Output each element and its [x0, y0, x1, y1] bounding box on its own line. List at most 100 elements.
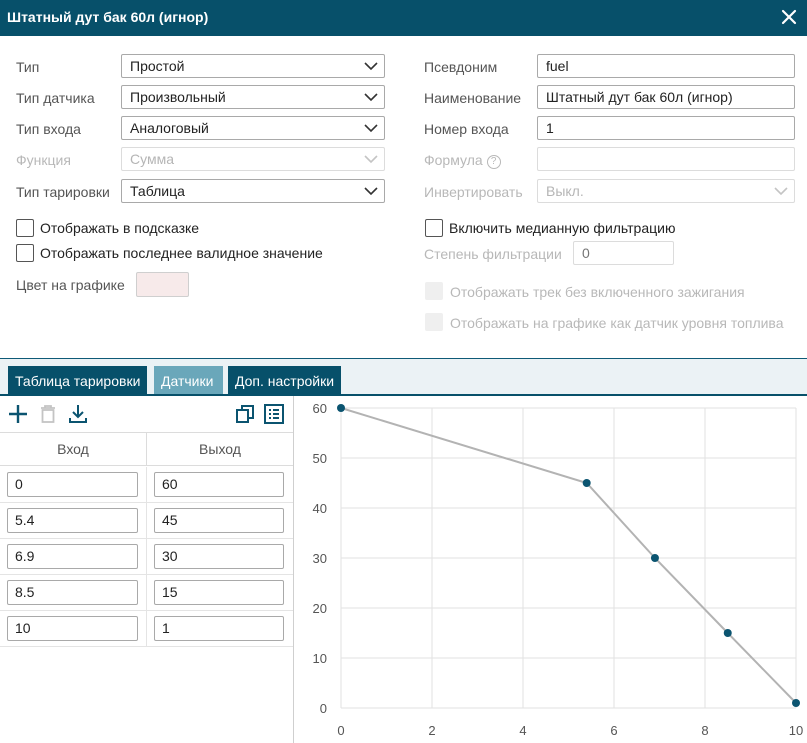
table-row: 8.5 15	[0, 575, 293, 611]
function-select: Сумма	[121, 147, 385, 171]
output-cell[interactable]: 1	[154, 616, 284, 641]
y-tick-label: 40	[313, 501, 327, 516]
column-header-output: Выход	[199, 441, 241, 457]
show-as-fuel-sensor-checkbox	[425, 313, 443, 331]
input-cell[interactable]: 0	[7, 472, 138, 497]
name-input[interactable]: Штатный дут бак 60л (игнор)	[537, 85, 795, 109]
column-separator	[146, 467, 147, 503]
calibration-chart: 0 10 20 30 40 50 60 0 2 4 6 8 10	[296, 396, 807, 743]
y-tick-label: 10	[313, 651, 327, 666]
chevron-down-icon	[364, 62, 378, 71]
input-type-label: Тип входа	[16, 121, 81, 137]
show-in-tooltip-checkbox[interactable]	[16, 219, 34, 237]
invert-label: Инвертировать	[424, 184, 523, 200]
show-track-no-ignition-checkbox	[425, 282, 443, 300]
alias-input[interactable]: fuel	[537, 54, 795, 78]
median-filter-label: Включить медианную фильтрацию	[449, 220, 676, 236]
x-tick-label: 4	[519, 723, 526, 738]
chevron-down-icon	[774, 187, 788, 196]
name-label: Наименование	[424, 90, 522, 106]
tab-calibration-table[interactable]: Таблица тарировки	[8, 366, 147, 396]
help-icon[interactable]: ?	[486, 155, 501, 169]
sensor-type-value: Произвольный	[130, 89, 226, 105]
filter-degree-field	[582, 245, 665, 261]
chevron-down-icon	[364, 155, 378, 164]
download-icon[interactable]	[67, 403, 89, 425]
function-label: Функция	[16, 152, 71, 168]
x-tick-label: 2	[428, 723, 435, 738]
y-tick-label: 50	[313, 451, 327, 466]
window-title: Штатный дут бак 60л (игнор)	[7, 9, 209, 25]
input-type-value: Аналоговый	[130, 120, 209, 136]
window-titlebar: Штатный дут бак 60л (игнор)	[0, 0, 807, 36]
type-select[interactable]: Простой	[121, 54, 385, 78]
function-value: Сумма	[130, 151, 174, 167]
calibration-type-select[interactable]: Таблица	[121, 179, 385, 203]
x-tick-label: 8	[701, 723, 708, 738]
close-icon[interactable]	[777, 5, 801, 29]
data-point	[582, 479, 591, 487]
show-last-valid-checkbox[interactable]	[16, 244, 34, 262]
data-point	[650, 554, 659, 562]
tab-underline	[0, 394, 807, 396]
y-tick-label: 20	[313, 601, 327, 616]
input-cell[interactable]: 6.9	[7, 544, 138, 569]
x-tick-label: 0	[337, 723, 344, 738]
table-toolbar	[0, 396, 294, 432]
input-cell[interactable]: 8.5	[7, 580, 138, 605]
plus-icon[interactable]	[7, 403, 29, 425]
data-point	[337, 404, 345, 412]
table-row: 6.9 30	[0, 539, 293, 575]
alias-value: fuel	[546, 58, 569, 74]
input-number-label: Номер входа	[424, 121, 509, 137]
series-line	[340, 407, 797, 704]
formula-input	[537, 147, 795, 171]
show-as-fuel-sensor-label: Отображать на графике как датчик уровня …	[450, 315, 784, 331]
output-cell[interactable]: 45	[154, 508, 284, 533]
table-header: Вход Выход	[0, 432, 293, 466]
column-separator	[146, 575, 147, 611]
show-in-tooltip-label: Отображать в подсказке	[40, 220, 200, 236]
name-value: Штатный дут бак 60л (игнор)	[546, 89, 733, 105]
graph-color-swatch[interactable]	[136, 272, 189, 297]
median-filter-checkbox[interactable]	[425, 219, 443, 237]
y-tick-label: 0	[320, 701, 327, 716]
output-cell[interactable]: 15	[154, 580, 284, 605]
type-label: Тип	[16, 59, 40, 75]
chevron-down-icon	[364, 187, 378, 196]
copy-icon[interactable]	[234, 403, 256, 425]
chevron-down-icon	[364, 93, 378, 102]
output-cell[interactable]: 30	[154, 544, 284, 569]
tab-extra-settings[interactable]: Доп. настройки	[228, 366, 341, 396]
input-type-select[interactable]: Аналоговый	[121, 116, 385, 140]
column-separator	[146, 503, 147, 539]
column-separator	[146, 539, 147, 575]
input-number-input[interactable]: 1	[537, 116, 795, 140]
column-separator	[146, 433, 147, 466]
show-last-valid-label: Отображать последнее валидное значение	[40, 245, 323, 261]
data-point	[723, 629, 732, 637]
invert-value: Выкл.	[546, 183, 584, 199]
tab-sensors[interactable]: Датчики	[154, 366, 223, 396]
chevron-down-icon	[364, 124, 378, 133]
table-row: 0 60	[0, 467, 293, 503]
list-icon[interactable]	[263, 403, 285, 425]
data-point	[792, 699, 800, 707]
alias-label: Псевдоним	[424, 59, 498, 75]
invert-select: Выкл.	[537, 179, 795, 203]
type-value: Простой	[130, 58, 185, 74]
calibration-type-value: Таблица	[130, 183, 185, 199]
input-cell[interactable]: 10	[7, 616, 138, 641]
graph-color-label: Цвет на графике	[16, 277, 125, 293]
trash-icon[interactable]	[37, 403, 59, 425]
sensor-type-select[interactable]: Произвольный	[121, 85, 385, 109]
calibration-type-label: Тип тарировки	[16, 184, 110, 200]
y-tick-label: 30	[313, 551, 327, 566]
tab-strip: Таблица тарировки Датчики Доп. настройки	[0, 358, 807, 396]
y-tick-label: 60	[313, 401, 327, 416]
output-cell[interactable]: 60	[154, 472, 284, 497]
formula-label-wrap: Формула?	[424, 152, 501, 169]
input-cell[interactable]: 5.4	[7, 508, 138, 533]
x-tick-label: 6	[610, 723, 617, 738]
formula-label: Формула	[424, 152, 483, 168]
